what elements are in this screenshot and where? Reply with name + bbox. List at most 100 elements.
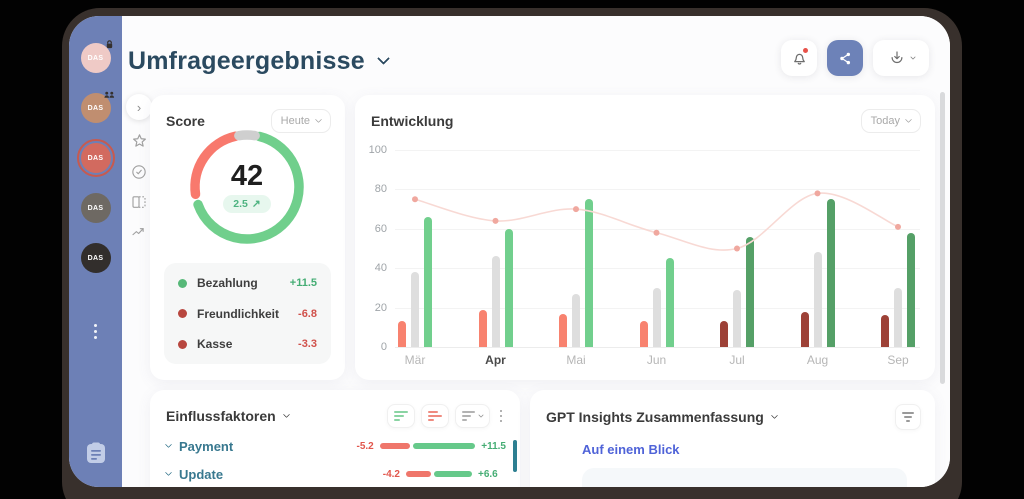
at-a-glance-link[interactable]: Auf einem Blick xyxy=(582,442,680,457)
y-tick-label: 0 xyxy=(380,341,387,353)
card-menu-button[interactable] xyxy=(496,406,507,427)
workspace-avatar-5[interactable]: DAS xyxy=(80,243,111,273)
avatar[interactable]: DAS xyxy=(80,43,111,73)
chevron-down-icon[interactable] xyxy=(282,410,290,419)
positive-bar xyxy=(412,443,476,449)
einfluss-title-text: Einflussfaktoren xyxy=(166,408,276,424)
star-icon[interactable] xyxy=(130,132,149,151)
legend-dot-red xyxy=(178,309,187,318)
chevron-down-icon xyxy=(904,115,913,124)
book-open-icon[interactable] xyxy=(130,193,148,211)
positiv-bar[interactable] xyxy=(424,216,432,347)
card-scrollbar-thumb[interactable] xyxy=(513,440,517,472)
factor-bars: -5.2 +11.5 xyxy=(351,434,507,458)
gridline xyxy=(395,150,920,151)
page-title: Umfrageergebnisse xyxy=(128,46,365,75)
legend-label: Kasse xyxy=(197,337,233,351)
sort-order-dropdown-button[interactable] xyxy=(454,404,490,428)
bar-group-Sep[interactable] xyxy=(881,150,915,347)
factor-toggle[interactable]: Update xyxy=(164,467,223,482)
avatar[interactable]: DAS xyxy=(80,93,111,123)
gridline xyxy=(395,268,920,270)
share-nodes-icon xyxy=(839,52,850,64)
bar-group-Jun[interactable] xyxy=(639,150,674,347)
page-scrollbar[interactable] xyxy=(940,92,945,384)
legend-row[interactable]: Freundlichkeit -6.8 xyxy=(178,307,317,321)
workspace-avatar-2[interactable]: DAS xyxy=(80,91,114,123)
legend-row[interactable]: Bezahlung +11.5 xyxy=(178,276,317,290)
neutral-bar[interactable] xyxy=(813,252,822,347)
more-workspaces-button[interactable] xyxy=(94,324,97,339)
legend-label: Bezahlung xyxy=(197,276,258,290)
gpt-summary-box xyxy=(582,468,907,487)
filter-button[interactable] xyxy=(895,404,921,430)
x-axis-label[interactable]: Mai xyxy=(566,353,586,367)
neutral-bar[interactable] xyxy=(894,287,902,347)
page-header: Umfrageergebnisse xyxy=(128,46,390,76)
factor-label: Payment xyxy=(179,438,234,454)
negativ-bar[interactable] xyxy=(720,321,728,347)
negativ-bar[interactable] xyxy=(559,313,567,347)
entwicklung-period-select[interactable]: Today xyxy=(860,109,921,133)
x-axis-label[interactable]: Mär xyxy=(404,353,426,367)
avatar[interactable]: DAS xyxy=(76,139,115,177)
x-axis-label[interactable]: Jun xyxy=(646,353,667,367)
filter-lines-icon xyxy=(902,412,914,422)
neutral-bar[interactable] xyxy=(652,287,661,347)
check-circle-icon[interactable] xyxy=(130,163,148,181)
share-button[interactable] xyxy=(827,40,863,76)
workspace-avatar-4[interactable]: DAS xyxy=(80,193,111,223)
neutral-bar[interactable] xyxy=(411,272,419,347)
negativ-bar[interactable] xyxy=(398,321,406,347)
sort-bars-red-icon xyxy=(427,411,442,421)
negativ-bar[interactable] xyxy=(881,315,889,347)
factor-toggle[interactable]: Payment xyxy=(164,438,234,454)
trend-arrow-icon[interactable] xyxy=(130,223,148,241)
bar-group-Apr[interactable] xyxy=(478,150,513,347)
workspace-avatar-3-active[interactable]: DAS xyxy=(76,139,115,177)
negativ-bar[interactable] xyxy=(478,309,487,347)
x-axis-label[interactable]: Aug xyxy=(806,353,829,367)
x-axis-label[interactable]: Sep xyxy=(887,353,909,367)
score-card: Score Heute 42 2.5 ↗ xyxy=(150,95,345,380)
x-axis-label[interactable]: Jul xyxy=(729,353,745,367)
entwicklung-card: Entwicklung Today 100 80 60 40 20 0 Mär Apr Mai… xyxy=(355,95,935,380)
neutral-bar[interactable] xyxy=(572,293,580,347)
header-actions xyxy=(781,40,929,76)
device-frame: DAS DAS DAS DAS DA xyxy=(62,8,962,499)
bar-group-Jul[interactable] xyxy=(720,150,754,347)
negative-value: -5.2 xyxy=(356,440,374,452)
score-period-select[interactable]: Heute xyxy=(270,109,331,133)
positiv-bar[interactable] xyxy=(504,228,513,347)
expand-rail-button[interactable]: › xyxy=(126,94,152,120)
legend-row[interactable]: Kasse -3.3 xyxy=(178,337,317,351)
positiv-bar[interactable] xyxy=(907,232,915,347)
notifications-button[interactable] xyxy=(781,40,817,76)
clipboard-icon[interactable] xyxy=(83,440,109,471)
x-axis-label[interactable]: Apr xyxy=(485,353,506,367)
bar-group-Aug[interactable] xyxy=(800,150,835,347)
chevron-down-icon[interactable] xyxy=(770,411,778,420)
workspace-avatar-1[interactable]: DAS xyxy=(80,40,112,73)
title-chevron-down-icon[interactable] xyxy=(376,52,390,65)
bar-group-Mär[interactable] xyxy=(398,150,432,347)
negativ-bar[interactable] xyxy=(800,311,809,347)
positiv-bar[interactable] xyxy=(746,236,754,347)
sort-positive-button[interactable] xyxy=(386,404,415,428)
negativ-bar[interactable] xyxy=(639,321,648,347)
chevron-down-icon xyxy=(314,115,323,124)
entwicklung-period-value: Today xyxy=(870,115,900,127)
score-legend: Bezahlung +11.5 Freundlichkeit -6.8 Kass… xyxy=(164,263,331,364)
avatar[interactable]: DAS xyxy=(80,243,111,273)
positiv-bar[interactable] xyxy=(665,258,674,347)
neutral-bar[interactable] xyxy=(491,256,500,347)
download-button[interactable] xyxy=(873,40,929,76)
bar-line-chart[interactable] xyxy=(395,150,920,348)
neutral-bar[interactable] xyxy=(733,289,741,347)
avatar[interactable]: DAS xyxy=(80,193,111,223)
positiv-bar[interactable] xyxy=(585,199,593,347)
sort-negative-button[interactable] xyxy=(420,404,449,428)
bar-group-Mai[interactable] xyxy=(559,150,593,347)
positiv-bar[interactable] xyxy=(826,199,835,347)
einfluss-card-title: Einflussfaktoren xyxy=(166,408,290,424)
